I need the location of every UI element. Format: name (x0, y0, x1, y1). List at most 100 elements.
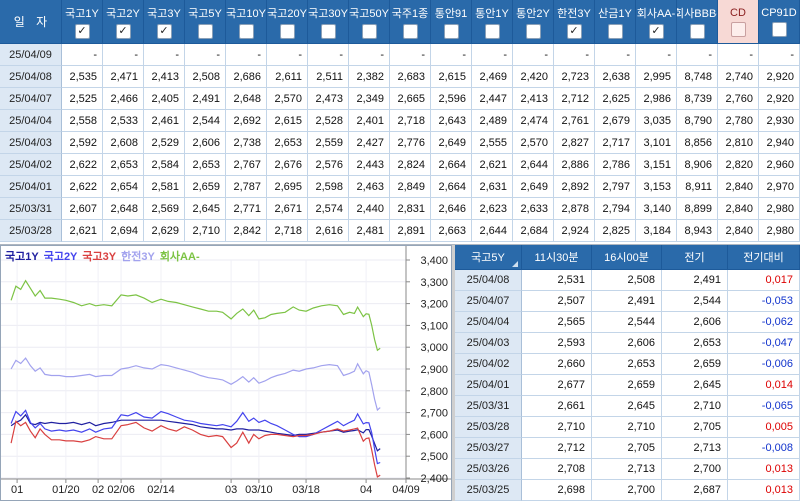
column-header-label: CD (730, 6, 746, 19)
rate-cell: 2,559 (308, 132, 349, 154)
column-header-국고2Y[interactable]: 국고2Y ✓ (103, 0, 144, 44)
table-row[interactable]: 25/04/04 2,558 2,533 2,461 2,544 2,692 2,615 2,… (0, 110, 800, 132)
column-checkbox[interactable]: ✓ (566, 23, 582, 39)
column-checkbox[interactable]: ✓ (74, 23, 90, 39)
detail-table-row[interactable]: 25/04/04 2,565 2,544 2,606 -0,062 (455, 312, 800, 333)
rate-cell: - (759, 44, 800, 66)
y-axis-tick-label: 3,000 (420, 342, 448, 354)
column-header-국주1종[interactable]: 국주1종 (390, 0, 431, 44)
rate-cell: 2,797 (595, 176, 636, 198)
column-header-label: 국고50Y (349, 7, 389, 20)
detail-table-row[interactable]: 25/03/27 2,712 2,705 2,713 -0,008 (455, 438, 800, 459)
detail-table-row[interactable]: 25/03/26 2,708 2,713 2,700 0,013 (455, 459, 800, 480)
rate-cell: 2,471 (103, 66, 144, 88)
rate-cell: - (595, 44, 636, 66)
detail-1600-value: 2,713 (592, 459, 662, 480)
column-checkbox[interactable] (525, 23, 541, 39)
table-row[interactable]: 25/04/02 2,622 2,653 2,584 2,653 2,767 2,676 2,… (0, 154, 800, 176)
detail-column-header-11시30분: 11시30분 (522, 245, 592, 270)
column-checkbox[interactable] (689, 23, 705, 39)
column-checkbox[interactable] (320, 23, 336, 39)
column-header-국고3Y[interactable]: 국고3Y ✓ (144, 0, 185, 44)
column-header-통안1Y[interactable]: 통안1Y (472, 0, 513, 44)
table-row[interactable]: 25/03/28 2,621 2,694 2,629 2,710 2,842 2,718 2,… (0, 220, 800, 242)
column-checkbox[interactable]: ✓ (156, 23, 172, 39)
table-row[interactable]: 25/04/01 2,622 2,654 2,581 2,659 2,787 2,695 2,… (0, 176, 800, 198)
legend-item-회사AA-: 회사AA- (159, 251, 200, 263)
detail-table-row[interactable]: 25/03/25 2,698 2,700 2,687 0,013 (455, 480, 800, 501)
detail-table-row[interactable]: 25/03/31 2,661 2,645 2,710 -0,065 (455, 396, 800, 417)
column-header-CD[interactable]: CD (718, 0, 759, 44)
column-checkbox[interactable] (402, 23, 418, 39)
column-checkbox[interactable] (484, 23, 500, 39)
table-row[interactable]: 25/04/03 2,592 2,608 2,529 2,606 2,738 2,653 2,… (0, 132, 800, 154)
detail-diff-value: -0,008 (728, 438, 800, 459)
column-checkbox[interactable] (197, 23, 213, 39)
rate-cell: 3,151 (636, 154, 677, 176)
column-header-CP91D[interactable]: CP91D (759, 0, 800, 44)
column-checkbox[interactable]: ✓ (115, 23, 131, 39)
table-row[interactable]: 25/04/08 2,535 2,471 2,413 2,508 2,686 2,611 2,… (0, 66, 800, 88)
detail-table-row[interactable]: 25/04/03 2,593 2,606 2,653 -0,047 (455, 333, 800, 354)
column-header-회사BBB-[interactable]: 회사BBB- (677, 0, 718, 44)
detail-table-row[interactable]: 25/03/28 2,710 2,710 2,705 0,005 (455, 417, 800, 438)
column-header-국고20Y[interactable]: 국고20Y (267, 0, 308, 44)
rate-cell: - (513, 44, 554, 66)
column-header-label: 통안1Y (475, 7, 509, 20)
column-checkbox[interactable] (443, 23, 459, 39)
detail-diff-value: 0,013 (728, 480, 800, 501)
rate-cell: 2,528 (308, 110, 349, 132)
detail-1130-value: 2,565 (522, 312, 592, 333)
column-header-국고10Y[interactable]: 국고10Y (226, 0, 267, 44)
rate-cell: 2,664 (431, 176, 472, 198)
yield-chart: 3,400 3,300 3,200 3,100 3,000 2,900 2,800 2,700… (1, 246, 451, 496)
rate-cell: - (103, 44, 144, 66)
detail-1130-value: 2,712 (522, 438, 592, 459)
detail-prev-value: 2,606 (662, 312, 728, 333)
x-axis-tick-label: 03 (225, 484, 237, 496)
column-checkbox[interactable]: ✓ (648, 23, 664, 39)
column-header-label: 통안91 (434, 7, 468, 20)
column-header-국고50Y[interactable]: 국고50Y (349, 0, 390, 44)
column-checkbox[interactable] (730, 21, 746, 37)
column-header-국고5Y[interactable]: 국고5Y (185, 0, 226, 44)
table-row[interactable]: 25/04/09- - - - - - - - - - - - - - - - - - (0, 44, 800, 66)
rate-cell: 2,633 (513, 198, 554, 220)
detail-table-row[interactable]: 25/04/08 2,531 2,508 2,491 0,017 (455, 270, 800, 291)
table-row[interactable]: 25/03/31 2,607 2,648 2,569 2,645 2,771 2,671 2,… (0, 198, 800, 220)
column-header-회사AA-[interactable]: 회사AA- ✓ (636, 0, 677, 44)
rate-cell: 2,382 (349, 66, 390, 88)
table-row[interactable]: 25/04/07 2,525 2,466 2,405 2,491 2,648 2,570 2,… (0, 88, 800, 110)
column-checkbox[interactable] (238, 23, 254, 39)
column-header-통안91[interactable]: 통안91 (431, 0, 472, 44)
rate-cell: 2,738 (226, 132, 267, 154)
column-header-label: 통안2Y (516, 7, 550, 20)
column-header-한전3Y[interactable]: 한전3Y ✓ (554, 0, 595, 44)
detail-row-date: 25/04/07 (455, 291, 522, 312)
column-header-label: 국고1Y (65, 7, 99, 20)
rate-cell: 2,820 (718, 154, 759, 176)
column-checkbox[interactable] (361, 23, 377, 39)
rate-cell: 2,625 (595, 88, 636, 110)
column-checkbox[interactable] (607, 23, 623, 39)
detail-table-row[interactable]: 25/04/01 2,677 2,659 2,645 0,014 (455, 375, 800, 396)
gov5y-detail-table: 국고5Y 11시30분 16시00분 전기 전기대비 25/04/08 2,531 2,508… (455, 245, 800, 501)
column-header-국고30Y[interactable]: 국고30Y (308, 0, 349, 44)
detail-prev-value: 2,713 (662, 438, 728, 459)
column-header-국고1Y[interactable]: 국고1Y ✓ (62, 0, 103, 44)
rate-cell: 2,645 (185, 198, 226, 220)
column-checkbox[interactable] (771, 21, 787, 37)
rate-cell: 8,748 (677, 66, 718, 88)
detail-column-header-국고5Y[interactable]: 국고5Y (455, 245, 522, 270)
y-axis-tick-label: 2,900 (420, 364, 448, 376)
detail-table-row[interactable]: 25/04/07 2,507 2,491 2,544 -0,053 (455, 291, 800, 312)
detail-1600-value: 2,544 (592, 312, 662, 333)
series-국고2Y (10, 409, 381, 465)
column-header-label: 회사BBB- (677, 7, 717, 20)
column-checkbox[interactable] (279, 23, 295, 39)
column-header-통안2Y[interactable]: 통안2Y (513, 0, 554, 44)
rate-cell: 2,646 (431, 198, 472, 220)
column-header-산금1Y[interactable]: 산금1Y (595, 0, 636, 44)
detail-table-row[interactable]: 25/04/02 2,660 2,653 2,659 -0,006 (455, 354, 800, 375)
